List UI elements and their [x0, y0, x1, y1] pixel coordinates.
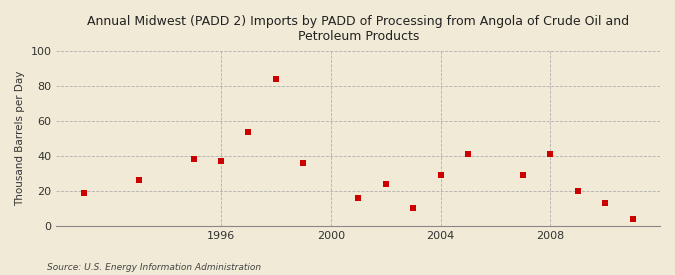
Point — [599, 201, 610, 205]
Title: Annual Midwest (PADD 2) Imports by PADD of Processing from Angola of Crude Oil a: Annual Midwest (PADD 2) Imports by PADD … — [87, 15, 629, 43]
Point — [545, 152, 556, 156]
Point — [627, 217, 638, 221]
Text: Source: U.S. Energy Information Administration: Source: U.S. Energy Information Administ… — [47, 263, 261, 272]
Point — [380, 182, 391, 186]
Point — [215, 159, 226, 163]
Point — [572, 189, 583, 193]
Point — [188, 157, 199, 162]
Y-axis label: Thousand Barrels per Day: Thousand Barrels per Day — [15, 71, 25, 206]
Point — [134, 178, 144, 183]
Point — [78, 191, 89, 195]
Point — [353, 196, 364, 200]
Point — [435, 173, 446, 177]
Point — [243, 129, 254, 134]
Point — [462, 152, 473, 156]
Point — [408, 206, 418, 211]
Point — [271, 77, 281, 81]
Point — [518, 173, 529, 177]
Point — [298, 161, 308, 165]
